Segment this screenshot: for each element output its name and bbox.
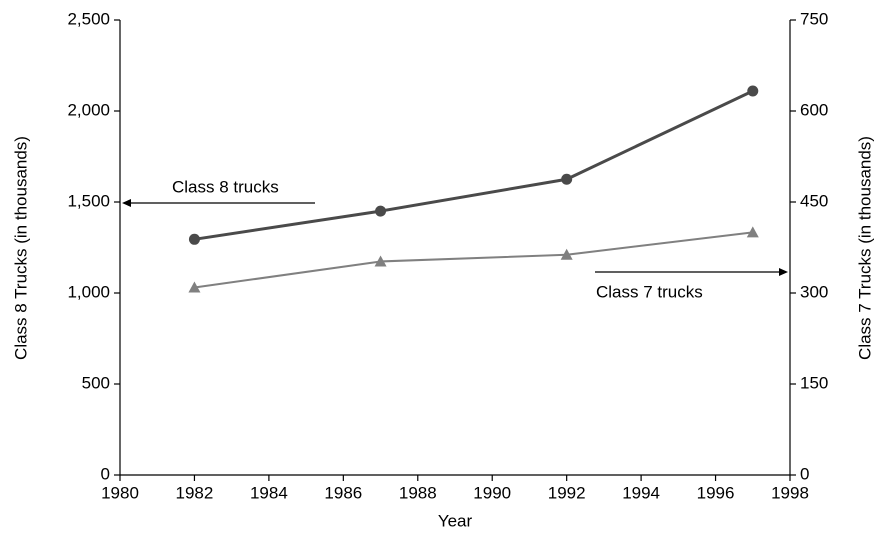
annotation: Class 8 trucks bbox=[172, 177, 279, 196]
marker bbox=[374, 255, 387, 267]
marker bbox=[747, 85, 759, 97]
y2-tick-label: 150 bbox=[800, 373, 828, 392]
x-tick-label: 1990 bbox=[473, 483, 511, 502]
y2-tick-label: 750 bbox=[800, 9, 828, 28]
x-tick-label: 1982 bbox=[176, 483, 214, 502]
y-tick-label: 2,500 bbox=[67, 9, 110, 28]
x-tick-label: 1996 bbox=[697, 483, 735, 502]
x-tick-label: 1980 bbox=[101, 483, 139, 502]
marker bbox=[561, 173, 573, 185]
x-tick-label: 1992 bbox=[548, 483, 586, 502]
marker bbox=[188, 233, 200, 245]
y-tick-label: 2,000 bbox=[67, 100, 110, 119]
x-tick-label: 1998 bbox=[771, 483, 809, 502]
y-tick-label: 1,000 bbox=[67, 282, 110, 301]
y2-tick-label: 600 bbox=[800, 100, 828, 119]
y2-tick-label: 450 bbox=[800, 191, 828, 210]
marker bbox=[375, 205, 387, 217]
y2-tick-label: 300 bbox=[800, 282, 828, 301]
y-tick-label: 1,500 bbox=[67, 191, 110, 210]
x-tick-label: 1986 bbox=[324, 483, 362, 502]
x-tick-label: 1984 bbox=[250, 483, 288, 502]
y2-tick-label: 0 bbox=[800, 464, 809, 483]
y-axis-title: Class 8 Trucks (in thousands) bbox=[11, 136, 30, 360]
y-tick-label: 0 bbox=[101, 464, 110, 483]
series-line bbox=[194, 231, 753, 289]
marker bbox=[560, 248, 573, 260]
x-tick-label: 1988 bbox=[399, 483, 437, 502]
marker bbox=[188, 281, 201, 293]
arrow-head bbox=[779, 268, 788, 276]
y-tick-label: 500 bbox=[82, 373, 110, 392]
arrow-head bbox=[122, 199, 131, 207]
annotation: Class 7 trucks bbox=[596, 282, 703, 301]
x-tick-label: 1994 bbox=[622, 483, 660, 502]
y2-axis-title: Class 7 Trucks (in thousands) bbox=[855, 136, 874, 360]
marker bbox=[746, 226, 759, 238]
series-line bbox=[194, 89, 754, 241]
x-axis-title: Year bbox=[438, 511, 473, 530]
